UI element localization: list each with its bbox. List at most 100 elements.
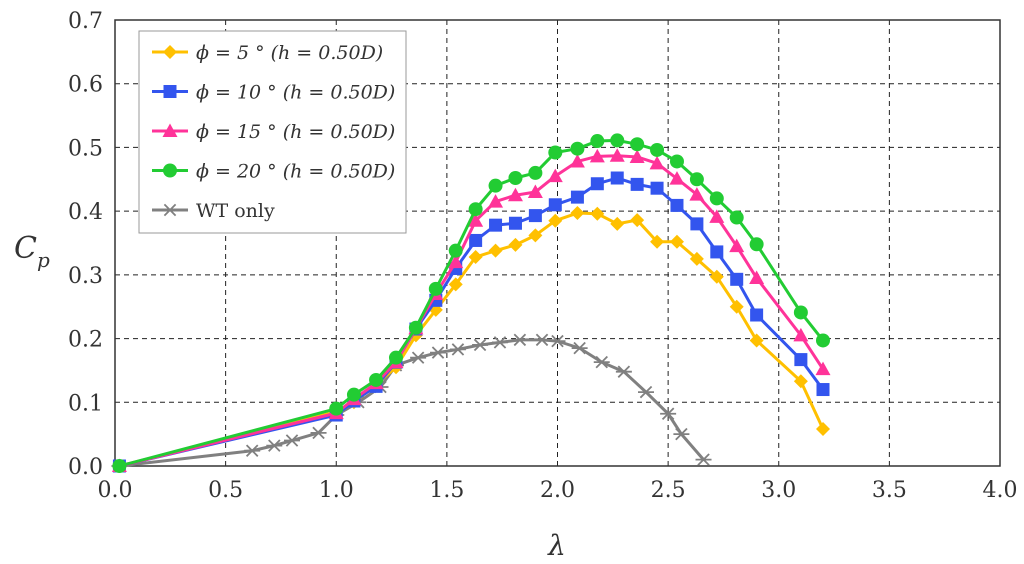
data-point [815, 361, 831, 376]
data-point [669, 171, 685, 185]
data-point [570, 141, 585, 156]
data-point [527, 184, 543, 199]
data-point [448, 243, 463, 258]
data-point [709, 209, 725, 223]
data-point [593, 355, 610, 369]
legend-label: WT only [196, 200, 275, 222]
legend-marker [163, 85, 177, 98]
data-point [689, 187, 705, 201]
data-point [468, 202, 483, 217]
y-tick-label: 0.1 [68, 391, 103, 416]
data-point [448, 254, 464, 269]
legend-item: WT only [152, 200, 275, 222]
data-point [610, 133, 625, 148]
legend-label: ϕ = 5 ° (h = 0.50D) [196, 42, 383, 64]
data-point [816, 333, 830, 348]
y-tick-label: 0.2 [68, 328, 103, 353]
data-point [508, 237, 523, 252]
data-point [590, 177, 604, 191]
data-point [793, 327, 809, 342]
y-tick-label: 0.7 [68, 9, 103, 34]
data-point [610, 216, 625, 231]
series-circle [112, 133, 830, 473]
data-point [507, 187, 523, 202]
data-point [266, 439, 283, 452]
y-axis-label-main: C [14, 231, 37, 266]
data-point [669, 154, 684, 169]
data-point [547, 168, 563, 183]
data-point [468, 250, 483, 265]
data-point [650, 234, 665, 249]
legend-item: ϕ = 10 ° (h = 0.50D) [152, 82, 395, 104]
data-point [615, 365, 632, 378]
data-point [548, 213, 563, 228]
data-point [650, 142, 665, 157]
data-point [310, 426, 327, 440]
data-point [794, 353, 808, 367]
y-tick-labels: 0.0 0.1 0.2 0.3 0.4 0.5 0.6 0.7 [68, 9, 103, 480]
x-axis-label: λ [547, 529, 566, 562]
data-point [112, 459, 127, 473]
data-point [816, 383, 830, 397]
data-point [508, 171, 523, 186]
data-point [695, 453, 712, 466]
data-point [428, 281, 443, 296]
data-point [491, 336, 508, 349]
data-point [369, 372, 384, 387]
data-point [749, 270, 765, 285]
data-point [729, 299, 744, 314]
data-point [388, 350, 403, 365]
data-point [689, 251, 704, 266]
data-point [449, 343, 466, 356]
legend-marker [163, 163, 177, 178]
data-point [534, 333, 551, 347]
data-point [690, 217, 704, 231]
data-point [673, 427, 690, 441]
series-layer [111, 133, 831, 473]
data-point [669, 234, 684, 249]
x-tick-label: 2.5 [651, 478, 686, 503]
data-point [709, 269, 724, 284]
data-point [244, 444, 261, 457]
y-tick-label: 0.4 [68, 200, 103, 225]
data-point [549, 334, 566, 348]
data-point [548, 198, 562, 212]
data-point [629, 149, 645, 163]
data-point [448, 277, 463, 292]
data-point [410, 351, 427, 364]
y-axis-label: Cp [14, 231, 50, 272]
data-point [630, 177, 644, 191]
y-axis-label-sub: p [37, 248, 50, 272]
data-point [610, 171, 624, 185]
data-point [730, 272, 744, 286]
legend-item: ϕ = 15 ° (h = 0.50D) [152, 121, 395, 143]
data-point [528, 228, 543, 243]
y-tick-label: 0.5 [68, 136, 103, 161]
data-point [472, 338, 489, 352]
data-point [468, 213, 484, 227]
x-tick-label: 4.0 [983, 478, 1018, 503]
plot-frame [114, 19, 1001, 467]
data-point [650, 181, 664, 195]
data-point [750, 308, 764, 322]
data-point [571, 341, 588, 355]
x-tick-label: 1.5 [429, 478, 464, 503]
y-tick-label: 0.0 [68, 455, 103, 480]
data-point [793, 305, 808, 320]
data-point [630, 137, 645, 152]
data-point [488, 194, 504, 208]
legend-marker [163, 45, 177, 59]
data-point [749, 333, 764, 348]
data-point [793, 374, 808, 389]
legend: ϕ = 5 ° (h = 0.50D) ϕ = 10 ° (h = 0.50D) ϕ… [138, 30, 407, 234]
legend-label: ϕ = 10 ° (h = 0.50D) [196, 82, 395, 104]
data-point [709, 191, 724, 206]
y-tick-label: 0.3 [68, 264, 103, 289]
data-point [589, 148, 605, 163]
x-tick-label: 0.0 [98, 478, 133, 503]
x-tick-label: 2.0 [540, 478, 575, 503]
data-point [528, 209, 542, 223]
x-tick-label: 3.5 [872, 478, 907, 503]
data-point [710, 245, 724, 259]
